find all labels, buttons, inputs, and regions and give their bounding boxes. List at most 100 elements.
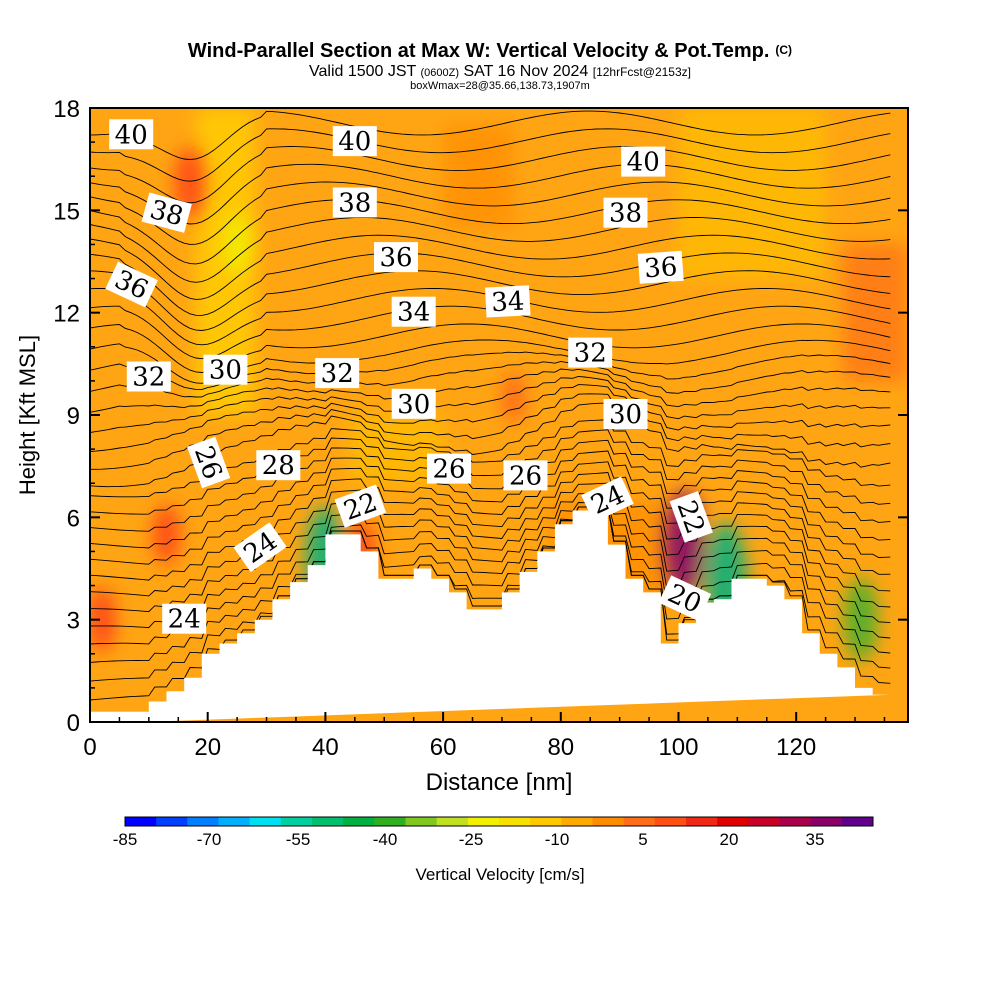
valid-time-lead: Valid 1500 JST — [309, 63, 417, 80]
isentrope-line — [90, 439, 891, 532]
valid-time-date: SAT 16 Nov 2024 — [463, 63, 588, 80]
isentrope-line — [90, 506, 891, 663]
colorbar-tick-label: -70 — [197, 830, 222, 849]
theta-label-box — [332, 126, 377, 157]
x-tick-label: 0 — [83, 734, 96, 761]
colorbar-tick-label: 35 — [806, 830, 825, 849]
x-tick-label: 100 — [658, 734, 698, 761]
colorbar-swatch — [249, 817, 282, 826]
isentrope-line — [90, 393, 891, 470]
y-tick-label: 18 — [53, 96, 80, 123]
yellow-band-upper-right — [678, 108, 826, 279]
y-tick-label: 0 — [67, 710, 80, 737]
theta-label-box — [568, 337, 613, 368]
theta-label-text: 40 — [338, 127, 371, 157]
theta-label: 26 — [187, 436, 231, 489]
colorbar-tick-label: -55 — [286, 830, 311, 849]
colorbar-swatch — [841, 817, 874, 826]
colorbar-swatch — [530, 817, 562, 826]
colorbar-swatch — [717, 817, 749, 826]
copyright-mark: (C) — [775, 43, 792, 57]
theta-label: 34 — [391, 296, 436, 328]
theta-label: 40 — [621, 146, 666, 178]
theta-label-box — [658, 575, 712, 622]
isentrope-line — [90, 492, 891, 613]
isentrope-line — [90, 217, 891, 283]
theta-label-box — [484, 285, 531, 318]
isentrope-line — [90, 450, 891, 549]
isentrope-line — [90, 461, 891, 565]
isentrope-line — [90, 110, 891, 160]
velocity-feature-6 — [843, 577, 878, 662]
theta-label: 38 — [332, 187, 377, 219]
theta-label-text: 26 — [509, 461, 542, 491]
x-axis-label: Distance [nm] — [426, 769, 573, 796]
colorbar-swatch — [280, 817, 313, 826]
theta-label-box — [256, 450, 301, 481]
theta-label: 28 — [256, 450, 301, 481]
theta-label-text: 34 — [397, 298, 430, 328]
orange-band-right — [843, 244, 908, 381]
chart-title-text: Wind-Parallel Section at Max W: Vertical… — [188, 40, 769, 62]
theta-label-text: 32 — [321, 359, 354, 389]
theta-label-box — [637, 250, 684, 284]
colorbar-swatch — [156, 817, 188, 826]
isentrope-line — [90, 146, 891, 204]
theta-label: 36 — [374, 242, 418, 273]
theta-label: 38 — [141, 192, 192, 233]
theta-label-box — [109, 119, 154, 150]
chart-title: Wind-Parallel Section at Max W: Vertical… — [188, 40, 792, 62]
theta-label: 40 — [332, 126, 377, 157]
colorbar-swatch — [561, 817, 593, 826]
theta-label: 24 — [162, 603, 207, 635]
isentrope-line — [90, 482, 891, 597]
theta-label-text: 24 — [168, 605, 201, 635]
colorbar-swatch — [125, 817, 157, 826]
isentrope-line — [90, 502, 891, 629]
theta-label-box — [141, 192, 192, 233]
theta-label-text: 40 — [115, 120, 148, 150]
theta-label-text: 38 — [609, 199, 642, 229]
y-tick-label: 6 — [67, 505, 80, 532]
forecast-time: [12hrFcst@2153z] — [593, 65, 691, 79]
velocity-feature-1 — [174, 147, 206, 220]
colorbar-swatch — [374, 817, 406, 826]
isentrope-line — [90, 429, 891, 515]
x-tick-label: 120 — [776, 734, 816, 761]
theta-label-box — [603, 197, 648, 228]
colorbar-swatch — [312, 817, 344, 826]
orange-band-top — [443, 125, 514, 228]
theta-label-text: 36 — [643, 252, 678, 284]
title-block: Wind-Parallel Section at Max W: Vertical… — [188, 40, 792, 92]
theta-label-text: 26 — [432, 455, 465, 485]
velocity-feature-0 — [153, 504, 181, 565]
colorbar-swatch — [686, 817, 718, 826]
theta-label-text: 36 — [379, 243, 412, 273]
isentrope-line — [90, 163, 891, 225]
theta-label-text: 34 — [490, 287, 525, 319]
theta-label: 34 — [484, 285, 531, 319]
colorbar-label: Vertical Velocity [cm/s] — [415, 865, 584, 884]
theta-label-text: 40 — [627, 148, 660, 178]
theta-label: 38 — [603, 197, 648, 229]
colorbar-tick-label: -10 — [545, 830, 570, 849]
valid-time-utc: (0600Z) — [420, 67, 459, 79]
isentrope-line — [90, 270, 891, 331]
isentrope-line — [90, 506, 891, 682]
colorbar-swatch — [405, 817, 438, 826]
colorbar-swatch — [748, 817, 780, 826]
theta-label-box — [374, 242, 418, 273]
y-tick-label: 15 — [53, 198, 80, 225]
theta-label: 26 — [427, 453, 471, 485]
theta-label-box — [315, 358, 360, 389]
valid-time: Valid 1500 JST (0600Z) SAT 16 Nov 2024 [… — [309, 63, 691, 80]
colorbar-swatch — [187, 817, 219, 826]
theta-label: 40 — [109, 119, 154, 150]
isentrope-line — [90, 360, 891, 398]
theta-label-text: 30 — [609, 400, 642, 430]
isentrope-line — [90, 506, 891, 645]
y-tick-label: 3 — [67, 608, 80, 635]
